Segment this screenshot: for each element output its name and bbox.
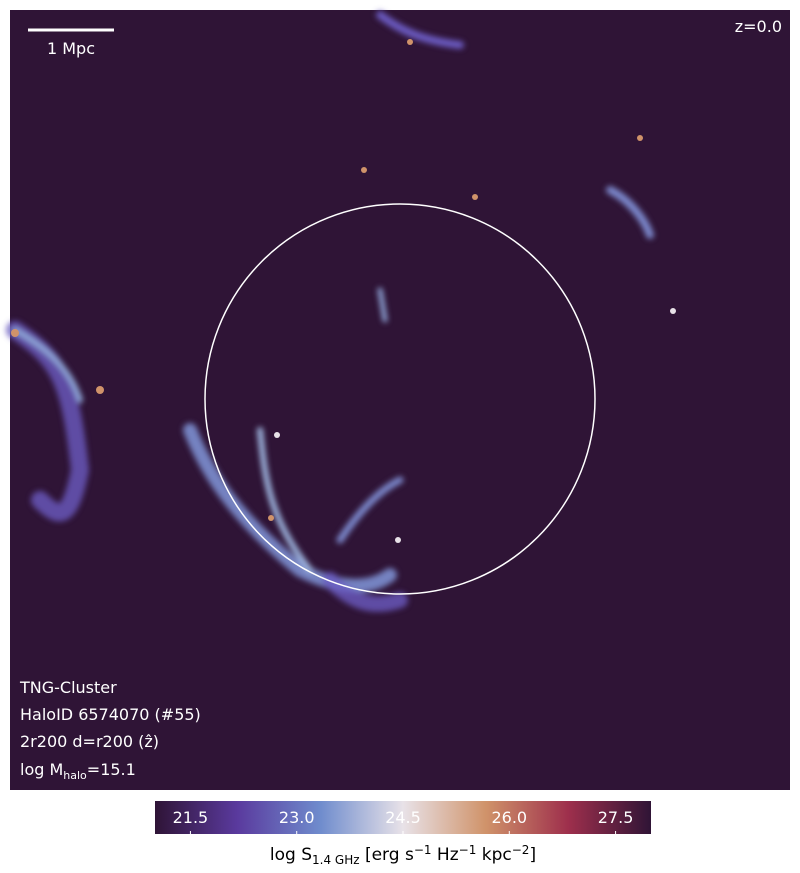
mass-text: log M (20, 760, 63, 779)
colorbar-label: log S1.4 GHz [erg s−1 Hz−1 kpc−2] (270, 843, 536, 867)
hotspots (11, 39, 676, 543)
info-line: 2r200 d=r200 (ẑ) (20, 732, 159, 751)
r200-circle (204, 203, 596, 595)
info-line: HaloID 6574070 (#55) (20, 705, 201, 724)
mass-text: =15.1 (87, 760, 136, 779)
label-script: −2 (512, 843, 530, 857)
colorbar-tick-label: 23.0 (279, 808, 315, 827)
label-text: ] (529, 845, 536, 865)
mass-subscript: halo (63, 769, 87, 782)
colorbar-tick-label: 27.5 (598, 808, 634, 827)
colorbar-tick-label: 24.5 (385, 808, 421, 827)
image-panel (10, 10, 790, 790)
label-script: 1.4 GHz (312, 853, 360, 867)
label-script: −1 (459, 843, 477, 857)
mass-label: log Mhalo=15.1 (20, 760, 136, 782)
scale-bar-label: 1 Mpc (47, 39, 95, 58)
label-text: [erg s (360, 845, 414, 865)
label-text: log S (270, 845, 312, 865)
colorbar-tick-label: 21.5 (173, 808, 209, 827)
info-text: TNG-Cluster HaloID 6574070 (#55) 2r200 d=r… (19, 678, 201, 751)
colorbar-tick-label: 26.0 (491, 808, 527, 827)
label-script: −1 (414, 843, 432, 857)
redshift-label: z=0.0 (735, 17, 782, 36)
emission-structures (6, 11, 654, 612)
colorbar-ticks: 21.5 23.0 24.5 26.0 27.5 (173, 808, 634, 834)
info-line: TNG-Cluster (19, 678, 117, 697)
label-text: Hz (432, 845, 459, 865)
label-text: kpc (476, 845, 511, 865)
colorbar (155, 801, 651, 834)
